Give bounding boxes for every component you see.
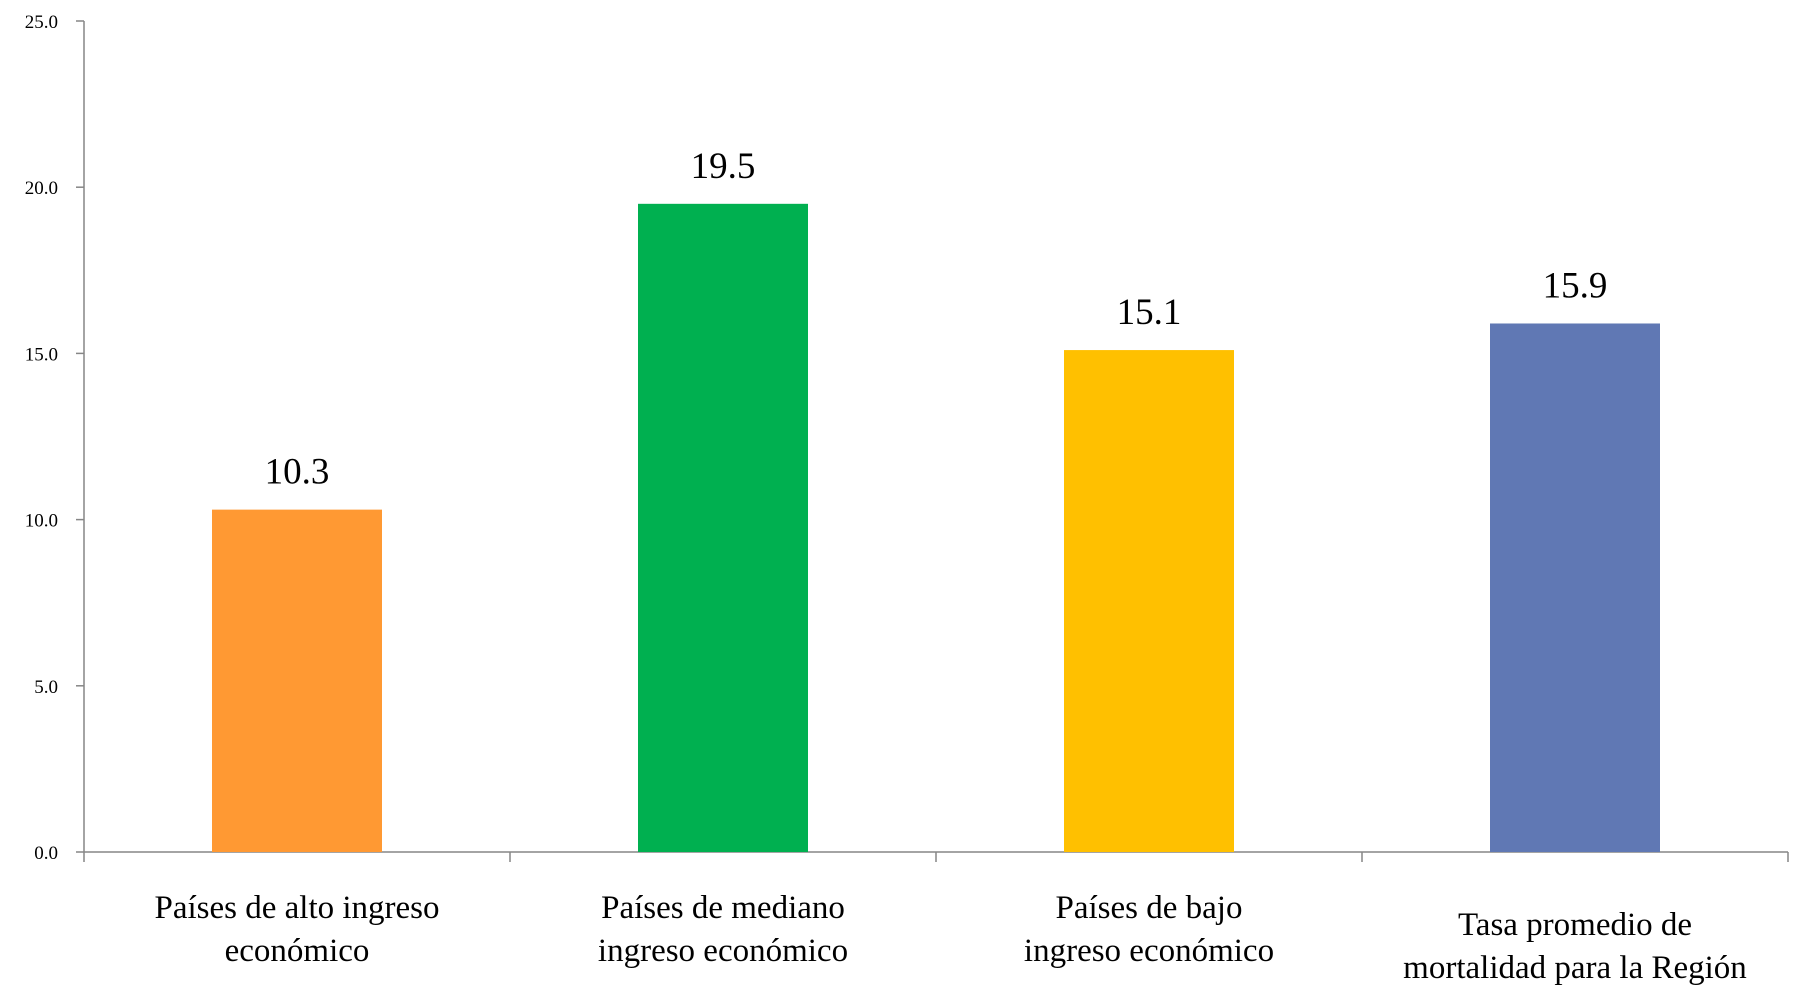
y-tick-label: 0.0 [34,843,58,864]
data-label: 15.1 [1117,292,1182,333]
bar [1064,350,1234,852]
x-category-label: ingreso económico [598,933,848,969]
data-label: 15.9 [1543,265,1608,306]
x-category-label: mortalidad para la Región [1403,950,1747,986]
x-category-label: Países de alto ingreso [154,890,439,926]
y-tick-label: 25.0 [25,12,58,33]
x-category-label: Países de mediano [601,890,845,926]
bar [638,203,808,852]
labels: 10.3 Países de alto ingreso económico 19.5 P… [154,146,1746,986]
x-category-label: económico [225,933,370,969]
y-tick-label: 5.0 [34,677,58,698]
y-tick-label: 15.0 [25,344,58,365]
bars [212,203,1660,852]
y-tick-label: 10.0 [25,511,58,532]
data-label: 10.3 [265,452,330,493]
bar [212,509,382,852]
y-tick-label: 20.0 [25,178,58,199]
data-label: 19.5 [691,146,756,187]
x-category-label: Países de bajo [1056,890,1243,926]
bar [1490,323,1660,852]
x-category-label: Tasa promedio de [1458,907,1692,943]
x-category-label: ingreso económico [1024,933,1274,969]
